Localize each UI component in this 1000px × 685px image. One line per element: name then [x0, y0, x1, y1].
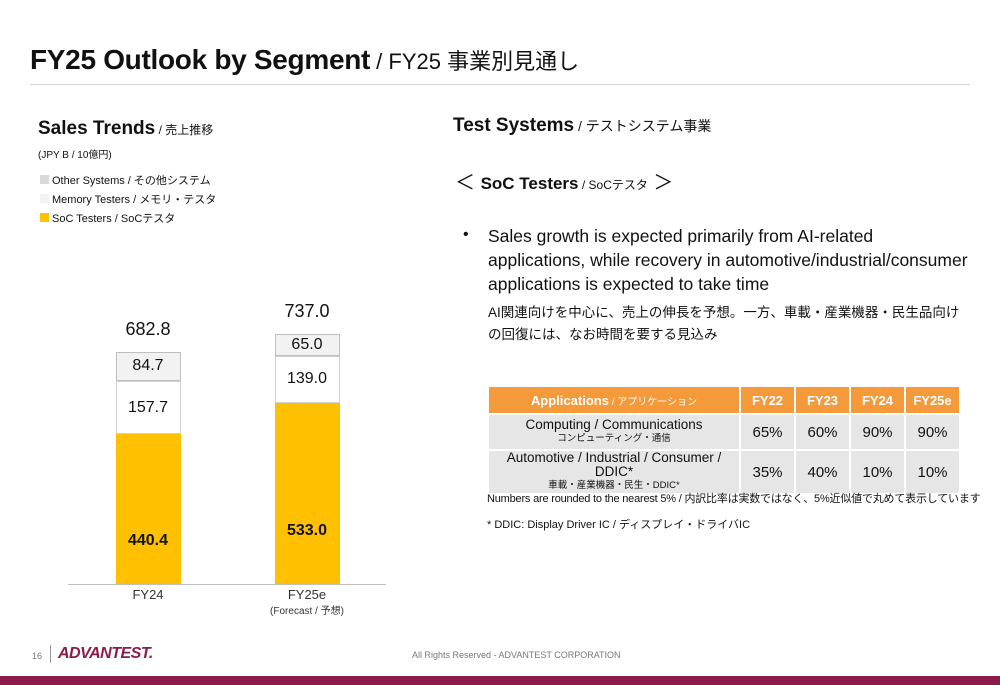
table-header-year: FY24	[851, 387, 904, 413]
table-cell-value: 10%	[851, 451, 904, 493]
table-header-row: Applications / アプリケーション FY22 FY23 FY24 F…	[489, 387, 959, 413]
bullet-text-ja: AI関連向けを中心に、売上の伸長を予想。一方、車載・産業機器・民生品向けの回復に…	[488, 305, 960, 342]
table-header-year: FY23	[796, 387, 849, 413]
legend-item-memory: Memory Testers / メモリ・テスタ	[40, 189, 216, 208]
bar-value-label: 440.4	[127, 531, 169, 549]
application-name-en: Automotive / Industrial / Consumer / DDI…	[506, 450, 722, 479]
table-cell-value: 10%	[906, 451, 959, 493]
test-systems-heading-main: Test Systems	[453, 115, 575, 136]
bar-segment-other: 65.0	[274, 333, 340, 356]
table-cell-value: 90%	[906, 415, 959, 449]
page-number: 16	[32, 651, 43, 661]
applications-table: Applications / アプリケーション FY22 FY23 FY24 F…	[487, 385, 961, 495]
bullet-text-en: Sales growth is expected primarily from …	[488, 226, 968, 294]
subheading-open-bracket: ＜	[455, 172, 481, 194]
x-axis-line	[68, 584, 386, 585]
table-header-applications-sub: / アプリケーション	[608, 396, 698, 408]
legend-label-soc: SoC Testers / SoCテスタ	[52, 212, 176, 225]
legend-swatch-soc	[40, 213, 49, 222]
bar-total-label: 737.0	[284, 300, 330, 321]
application-name-ja: コンピューティング・通信	[557, 433, 671, 444]
table-header-applications: Applications / アプリケーション	[489, 387, 739, 413]
page-title: FY25 Outlook by Segment / FY25 事業別見通し	[30, 44, 579, 76]
table-cell-value: 40%	[796, 451, 849, 493]
soc-testers-subheading-sub: / SoCテスタ	[578, 178, 648, 192]
soc-testers-subheading-main: SoC Testers	[480, 174, 579, 193]
sales-chart: 440.4 157.7 84.7 682.8 FY24 533.0 139.0 65.0 737…	[0, 0, 420, 640]
logo-separator	[50, 645, 51, 663]
copyright-text: All Rights Reserved - ADVANTEST CORPORAT…	[412, 650, 621, 660]
page-title-main: FY25 Outlook by Segment	[30, 44, 371, 75]
application-name-ja: 車載・産業機器・民生・DDIC*	[548, 480, 680, 491]
legend-swatch-other	[40, 175, 49, 184]
bar-segment-other: 84.7	[115, 352, 181, 381]
table-cell-application: Automotive / Industrial / Consumer / DDI…	[489, 451, 739, 493]
page-title-sub: / FY25 事業別見通し	[370, 49, 580, 74]
bullet-marker: •	[463, 226, 469, 243]
legend-label-memory: Memory Testers / メモリ・テスタ	[52, 193, 217, 206]
table-row: Computing / Communications コンピューティング・通信 …	[489, 415, 959, 449]
table-cell-value: 65%	[741, 415, 794, 449]
chart-legend: Other Systems / その他システム Memory Testers /…	[40, 170, 216, 227]
legend-item-soc: SoC Testers / SoCテスタ	[40, 208, 216, 227]
x-tick-sublabel: (Forecast / 予想)	[270, 606, 344, 617]
legend-item-other: Other Systems / その他システム	[40, 170, 216, 189]
rounding-note: Numbers are rounded to the nearest 5% / …	[487, 493, 981, 505]
legend-swatch-memory	[40, 194, 49, 203]
table-cell-value: 90%	[851, 415, 904, 449]
legend-label-other: Other Systems / その他システム	[52, 174, 211, 187]
bar-value-label: 533.0	[286, 522, 328, 540]
test-systems-heading: Test Systems / テストシステム事業	[453, 115, 711, 137]
bar-value-label: 157.7	[127, 398, 169, 416]
application-name-en: Computing / Communications	[525, 417, 703, 432]
bar-segment-soc: 440.4	[115, 434, 181, 584]
table-header-year: FY25e	[906, 387, 959, 413]
x-tick-label: FY25e (Forecast / 予想)	[247, 587, 367, 617]
sales-trends-heading-main: Sales Trends	[38, 118, 156, 139]
bar-value-label: 84.7	[132, 357, 164, 375]
title-divider	[30, 84, 970, 85]
table-cell-value: 60%	[796, 415, 849, 449]
table-header-applications-label: Applications	[530, 392, 609, 408]
table-row: Automotive / Industrial / Consumer / DDI…	[489, 451, 959, 493]
soc-testers-subheading: ＜ SoC Testers / SoCテスタ ＞	[455, 166, 673, 195]
bar-segment-memory: 157.7	[115, 380, 181, 435]
sales-trends-heading-sub: / 売上推移	[155, 123, 214, 137]
footer-bar	[0, 676, 1000, 685]
bar-value-label: 139.0	[286, 370, 328, 388]
table-cell-application: Computing / Communications コンピューティング・通信	[489, 415, 739, 449]
table-cell-value: 35%	[741, 451, 794, 493]
table-header-year: FY22	[741, 387, 794, 413]
bar-segment-memory: 139.0	[274, 355, 340, 403]
test-systems-heading-sub: / テストシステム事業	[574, 118, 712, 134]
bar-segment-soc: 533.0	[274, 402, 340, 584]
subheading-close-bracket: ＞	[647, 172, 674, 194]
chart-unit: (JPY B / 10億円)	[38, 150, 112, 161]
x-tick-label: FY24	[132, 587, 164, 602]
ddic-footnote: * DDIC: Display Driver IC / ディスプレイ・ドライバI…	[487, 519, 751, 531]
sales-trends-heading: Sales Trends / 売上推移	[38, 118, 213, 140]
advantest-logo: ADVANTEST.	[58, 645, 153, 662]
bar-value-label: 65.0	[291, 335, 323, 353]
bar-total-label: 682.8	[125, 319, 171, 340]
